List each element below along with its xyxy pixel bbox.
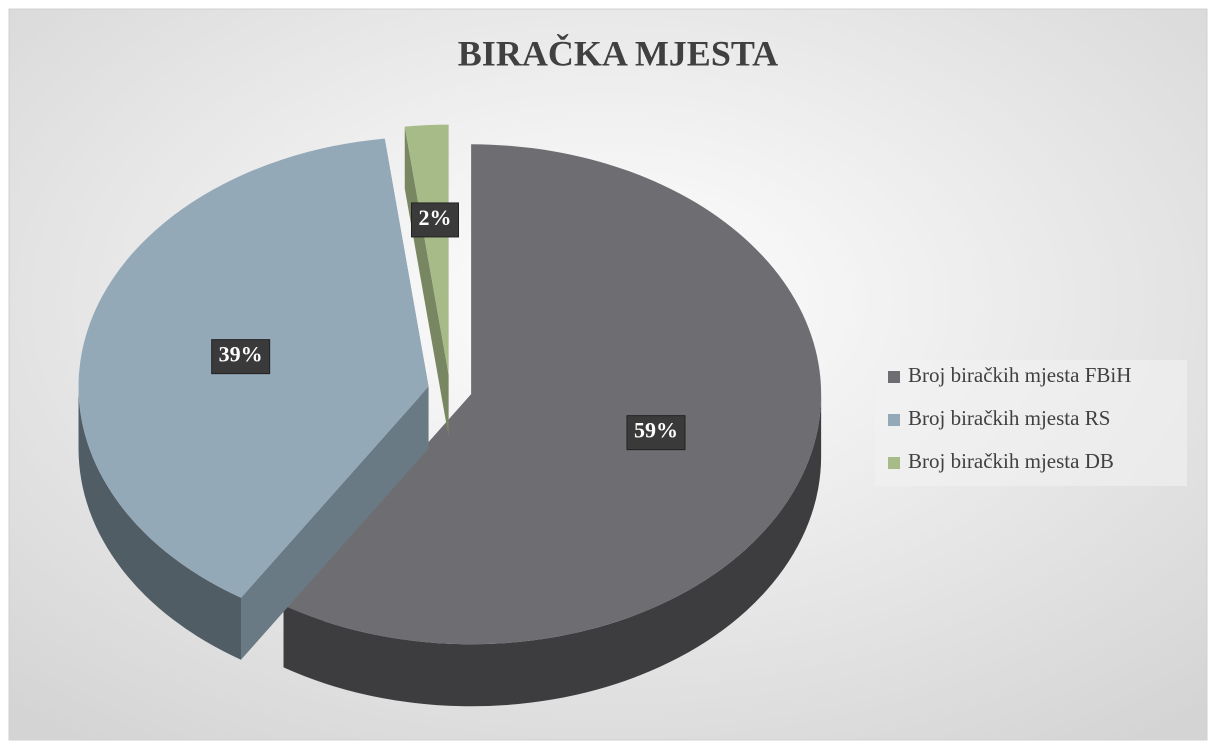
legend-swatch bbox=[888, 371, 900, 383]
legend-box bbox=[875, 360, 1187, 486]
data-label: 39% bbox=[219, 342, 263, 367]
data-label: 2% bbox=[418, 205, 451, 230]
slice-side-wall bbox=[78, 386, 241, 660]
legend-label: Broj biračkih mjesta DB bbox=[908, 449, 1114, 473]
data-label: 59% bbox=[634, 418, 678, 443]
legend-swatch bbox=[888, 414, 900, 426]
data-label-box bbox=[626, 415, 686, 451]
data-label-box bbox=[410, 202, 459, 238]
legend-label: Broj biračkih mjesta RS bbox=[908, 406, 1110, 430]
pie-slice bbox=[283, 144, 822, 707]
data-label-box bbox=[211, 339, 271, 375]
legend-swatch bbox=[888, 457, 900, 469]
legend-label: Broj biračkih mjesta FBiH bbox=[908, 363, 1131, 387]
chart-title: BIRAČKA MJESTA bbox=[458, 33, 778, 73]
slice-top bbox=[283, 144, 822, 645]
slice-side-wall bbox=[283, 394, 822, 707]
slice-cut-face bbox=[240, 386, 429, 660]
slice-top bbox=[404, 124, 449, 375]
